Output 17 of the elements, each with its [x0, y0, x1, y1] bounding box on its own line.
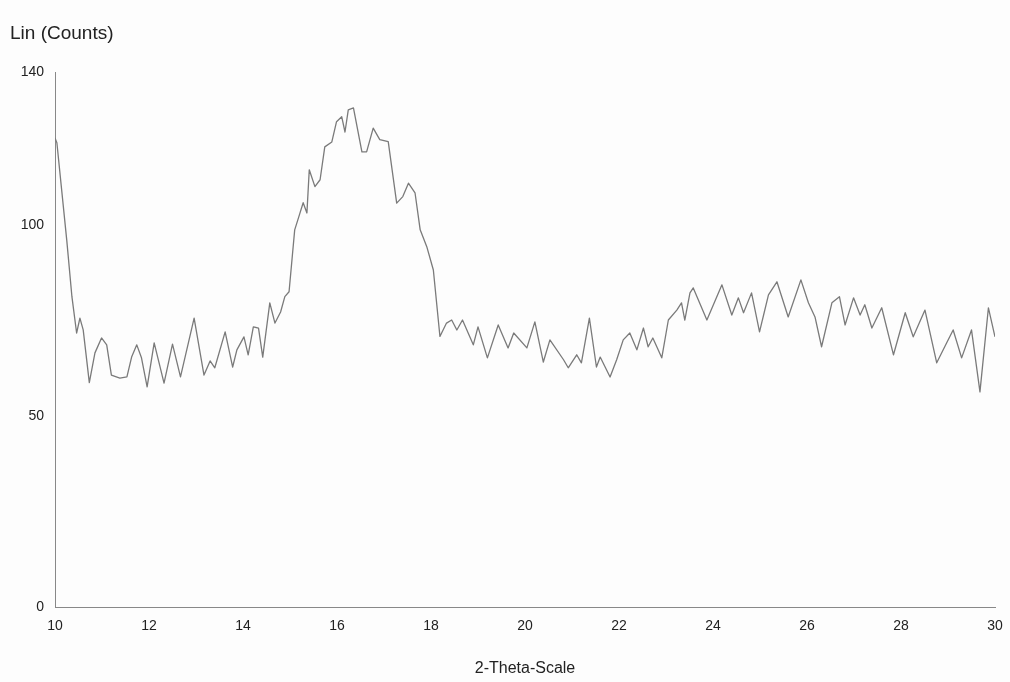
y-tick-label: 50 [28, 406, 45, 423]
y-tick-label: 140 [20, 62, 45, 79]
y-tick-label: 0 [36, 597, 45, 614]
x-tick-label: 30 [987, 617, 1003, 634]
y-axis-title: Lin (Counts) [10, 22, 114, 44]
x-tick-label: 22 [611, 617, 627, 634]
x-axis-title: 2-Theta-Scale [474, 658, 576, 676]
x-tick-label: 24 [705, 617, 721, 634]
x-tick-label: 10 [47, 617, 63, 634]
x-tick-label: 12 [141, 617, 157, 634]
y-tick-label: 100 [20, 215, 45, 232]
x-tick-label: 18 [423, 617, 439, 634]
x-tick-label: 28 [893, 617, 909, 634]
x-tick-label: 14 [235, 617, 251, 634]
x-tick-label: 16 [329, 617, 345, 634]
x-tick-label: 26 [799, 617, 815, 634]
x-tick-label: 20 [517, 617, 533, 634]
